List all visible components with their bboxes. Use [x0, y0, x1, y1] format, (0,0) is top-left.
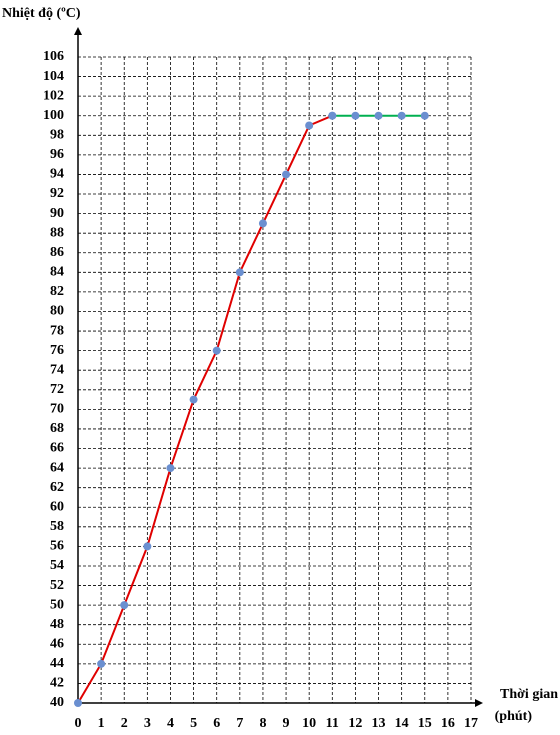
y-tick-label: 82	[50, 284, 64, 299]
y-tick-label: 44	[50, 656, 64, 671]
point	[397, 111, 406, 120]
point	[282, 170, 291, 179]
x-tick-label: 17	[464, 716, 478, 731]
y-tick-label: 54	[50, 558, 64, 573]
y-tick-label: 84	[50, 265, 64, 280]
point	[189, 395, 198, 404]
x-axis-label: Thời gian	[500, 687, 558, 702]
y-tick-label: 66	[50, 441, 64, 456]
y-tick-label: 72	[50, 382, 64, 397]
y-axis-arrow	[74, 27, 82, 35]
y-tick-label: 62	[50, 480, 64, 495]
y-tick-label: 90	[50, 206, 64, 221]
x-tick-label: 11	[326, 716, 339, 731]
y-tick-label: 96	[50, 147, 64, 162]
point	[74, 699, 82, 707]
point	[374, 111, 383, 120]
x-tick-label: 3	[144, 716, 151, 731]
x-tick-label: 0	[75, 716, 82, 731]
y-tick-label: 106	[43, 49, 64, 64]
x-tick-label: 4	[167, 716, 174, 731]
point	[420, 111, 429, 120]
x-tick-label: 14	[395, 716, 409, 731]
y-axis-label: Nhiệt độ (ºC)	[2, 6, 81, 21]
x-tick-label: 9	[283, 716, 290, 731]
y-tick-label: 74	[50, 362, 64, 377]
y-tick-label: 52	[50, 578, 64, 593]
y-tick-label: 48	[50, 617, 64, 632]
y-tick-label: 50	[50, 597, 64, 612]
y-tick-label: 80	[50, 304, 64, 319]
x-tick-label: 6	[213, 716, 220, 731]
point	[305, 121, 314, 130]
y-tick-label: 46	[50, 636, 64, 651]
point	[258, 219, 267, 228]
point	[166, 464, 175, 473]
y-tick-label: 94	[50, 167, 64, 182]
x-tick-label: 10	[302, 716, 316, 731]
y-tick-label: 88	[50, 225, 64, 240]
y-tick-label: 40	[50, 695, 64, 710]
x-tick-label: 12	[348, 716, 362, 731]
line	[77, 114, 333, 704]
y-tick-label: 56	[50, 539, 64, 554]
x-tick-label: 15	[418, 716, 432, 731]
y-tick-label: 58	[50, 519, 64, 534]
x-axis-arrow	[475, 699, 483, 707]
y-tick-label: 104	[43, 69, 64, 84]
y-tick-label: 92	[50, 186, 64, 201]
point	[97, 659, 106, 668]
y-tick-label: 42	[50, 676, 64, 691]
point	[328, 111, 337, 120]
x-axis-label: (phút)	[495, 709, 533, 724]
y-tick-label: 68	[50, 421, 64, 436]
x-tick-label: 7	[236, 716, 243, 731]
y-tick-label: 98	[50, 128, 64, 143]
y-tick-label: 76	[50, 343, 64, 358]
y-tick-label: 64	[50, 460, 64, 475]
x-tick-label: 16	[441, 716, 455, 731]
x-tick-label: 1	[98, 716, 105, 731]
y-tick-label: 70	[50, 402, 64, 417]
y-tick-label: 78	[50, 323, 64, 338]
y-tick-label: 102	[43, 88, 64, 103]
y-tick-label: 86	[50, 245, 64, 260]
y-tick-label: 100	[43, 108, 64, 123]
point	[120, 601, 129, 610]
point	[143, 542, 152, 551]
point	[212, 346, 221, 355]
point	[235, 268, 244, 277]
x-tick-label: 8	[259, 716, 266, 731]
x-tick-label: 5	[190, 716, 197, 731]
x-tick-label: 13	[372, 716, 386, 731]
y-tick-label: 60	[50, 499, 64, 514]
x-tick-label: 2	[121, 716, 128, 731]
point	[351, 111, 360, 120]
